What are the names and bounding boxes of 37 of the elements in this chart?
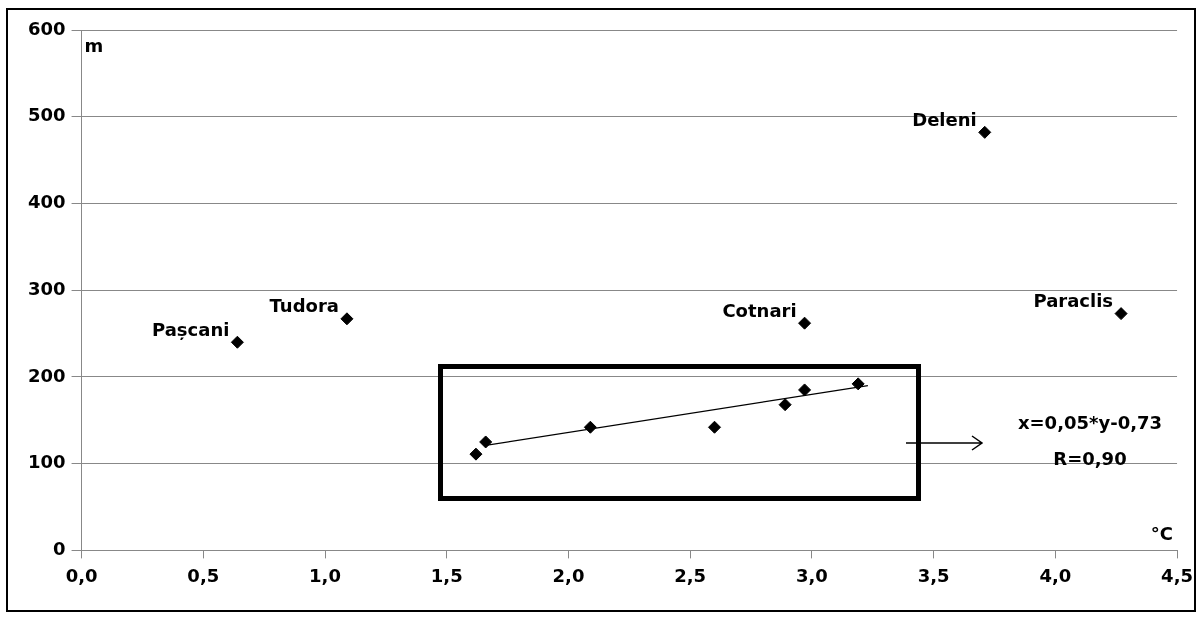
y-tick-label: 400 bbox=[28, 191, 66, 213]
point bbox=[851, 377, 865, 391]
y-tick-label: 100 bbox=[28, 451, 66, 473]
annotation: Pașcani bbox=[152, 318, 230, 340]
y-tick-label: 300 bbox=[28, 277, 66, 299]
x-tick-label: 4,5 bbox=[1161, 564, 1193, 586]
x-tick-label: 3,0 bbox=[795, 564, 828, 586]
point bbox=[1114, 307, 1128, 321]
x-tick-label: 0,5 bbox=[187, 564, 220, 586]
x-tick-label: 2,5 bbox=[674, 564, 707, 586]
y-axis-title: m bbox=[84, 34, 104, 56]
point bbox=[479, 435, 493, 449]
x-tick-label: 1,0 bbox=[309, 564, 341, 586]
point bbox=[798, 316, 812, 330]
point bbox=[978, 125, 992, 139]
annotation: Cotnari bbox=[722, 299, 797, 321]
annotation: x=0,05*y-0,73 R=0,90 bbox=[1016, 411, 1164, 471]
x-axis-title: °C bbox=[1150, 523, 1174, 545]
x-tick-label: 4,0 bbox=[1039, 564, 1072, 586]
point bbox=[340, 312, 354, 326]
point bbox=[708, 420, 722, 434]
point bbox=[583, 420, 597, 434]
x-tick-label: 2,0 bbox=[552, 564, 585, 586]
annotation: Paraclis bbox=[1033, 290, 1114, 312]
x-tick-label: 3,5 bbox=[917, 564, 950, 586]
x-tick-label: 1,5 bbox=[430, 564, 463, 586]
point bbox=[469, 447, 483, 461]
y-tick-label: 500 bbox=[28, 104, 66, 126]
y-tick-label: 600 bbox=[28, 17, 66, 39]
annotation: Tudora bbox=[269, 295, 339, 317]
point bbox=[798, 383, 812, 397]
point bbox=[778, 398, 792, 412]
x-tick-label: 0,0 bbox=[65, 564, 98, 586]
y-tick-label: 0 bbox=[53, 538, 66, 560]
y-tick-label: 200 bbox=[28, 364, 66, 386]
annotation: Deleni bbox=[912, 109, 977, 131]
point bbox=[230, 335, 244, 349]
